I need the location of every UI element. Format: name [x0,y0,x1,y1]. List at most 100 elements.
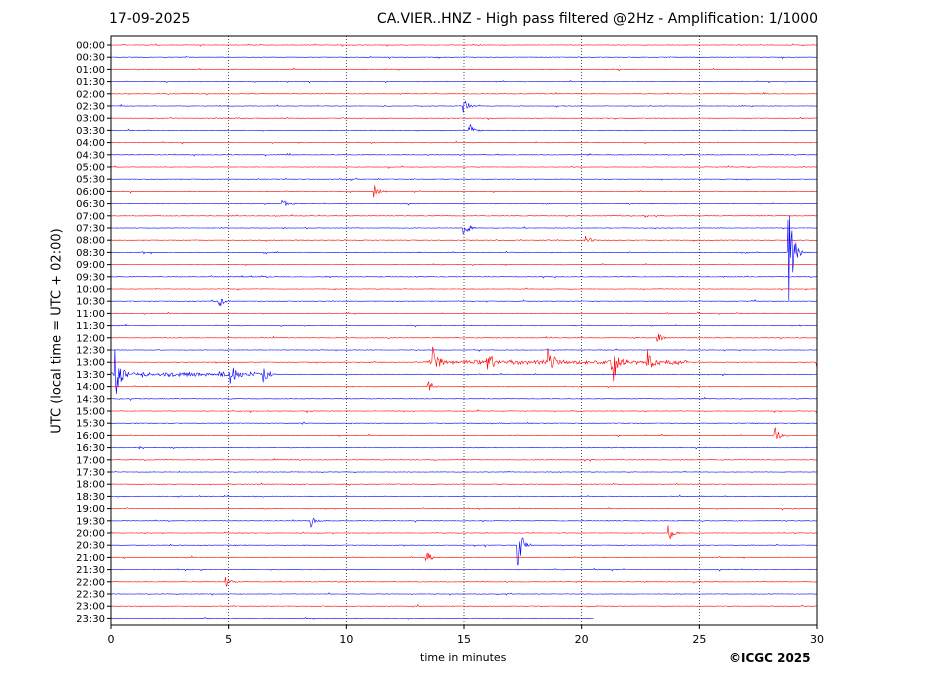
row-time-label: 02:30 [76,102,105,113]
seismic-trace [110,349,817,394]
row-time-label: 18:00 [76,480,105,491]
row-time-label: 12:00 [76,333,105,344]
seismic-trace [110,100,818,113]
seismic-trace [110,79,818,84]
seismic-trace [110,236,818,243]
row-time-label: 23:30 [76,614,105,625]
seismic-trace [110,224,818,235]
copyright-label: ©ICGC 2025 [729,651,811,665]
row-time-label: 20:00 [76,529,105,540]
seismic-trace [110,333,818,342]
seismic-trace [110,311,818,315]
row-time-label: 03:30 [76,126,105,137]
row-time-label: 06:00 [76,187,105,198]
row-time-label: 01:30 [76,77,105,88]
row-time-label: 10:00 [76,285,105,296]
row-time-label: 15:30 [76,419,105,430]
row-time-label: 14:00 [76,382,105,393]
row-time-label: 11:30 [76,321,105,332]
date-label: 17-09-2025 [109,11,191,27]
row-time-label: 21:00 [76,553,105,564]
row-time-label: 04:00 [76,138,105,149]
seismic-trace [110,215,818,301]
row-time-label: 18:30 [76,492,105,503]
row-time-label: 21:30 [76,565,105,576]
x-tick-label: 5 [225,633,232,646]
row-time-label: 15:00 [76,407,105,418]
seismic-trace [110,506,818,511]
seismic-trace [110,517,818,528]
seismic-trace [110,346,818,382]
row-time-label: 07:30 [76,224,105,235]
seismic-trace [110,287,818,291]
seismic-trace [110,458,817,462]
seismic-trace [111,263,818,267]
seismic-trace [110,275,818,279]
seismic-trace [110,177,818,181]
seismic-trace [110,43,818,47]
seismic-trace [110,123,818,132]
seismic-trace [110,298,818,307]
row-time-label: 17:30 [76,468,105,479]
seismic-trace [110,603,818,608]
row-time-label: 12:30 [76,346,105,357]
row-time-label: 22:30 [76,590,105,601]
seismic-trace [110,616,594,620]
row-time-label: 08:00 [76,236,105,247]
seismic-trace [110,427,818,439]
x-tick-label: 20 [575,633,589,646]
row-time-label: 02:00 [76,89,105,100]
x-axis-ticks: 0 5 10 15 20 25 30 [108,625,824,646]
seismic-trace [110,592,818,596]
row-time-label: 01:00 [76,65,105,76]
row-time-label: 22:00 [76,577,105,588]
row-time-label: 16:30 [76,443,105,454]
seismic-trace [111,567,818,572]
seismic-trace [110,92,818,96]
x-tick-label: 15 [457,633,471,646]
x-tick-label: 0 [108,633,115,646]
seismic-traces [110,43,818,620]
row-time-label: 08:30 [76,248,105,259]
seismic-trace [111,537,818,566]
row-time-label: 09:00 [76,260,105,271]
seismic-trace [110,55,817,60]
row-time-label: 11:00 [76,309,105,320]
seismic-trace [111,348,818,352]
row-time-label: 19:30 [76,516,105,527]
seismic-trace [110,381,818,391]
x-axis-label: time in minutes [420,651,507,664]
row-time-label: 00:30 [76,53,105,64]
seismic-trace [110,185,818,198]
seismic-trace [110,482,817,486]
seismic-trace [110,409,818,414]
x-tick-label: 30 [810,633,824,646]
row-time-label: 13:00 [76,358,105,369]
row-time-label: 00:00 [76,41,105,52]
grid-lines [228,36,700,625]
seismic-trace [110,199,818,206]
seismic-trace [110,525,818,540]
seismic-trace [110,396,818,401]
row-time-label: 20:30 [76,541,105,552]
row-time-label: 10:30 [76,297,105,308]
row-time-label: 17:00 [76,455,105,466]
row-time-label: 05:00 [76,163,105,174]
seismic-trace [110,140,818,145]
row-time-label: 19:00 [76,504,105,515]
seismic-trace [110,577,817,587]
seismic-trace [111,152,817,157]
x-tick-label: 25 [692,633,706,646]
row-time-label: 06:30 [76,199,105,210]
seismic-trace [111,116,817,121]
row-time-label: 13:30 [76,370,105,381]
seismic-trace [110,552,817,562]
chart-title: CA.VIER..HNZ - High pass filtered @2Hz -… [376,11,818,27]
row-time-label: 07:00 [76,211,105,222]
seismic-trace [111,445,818,450]
row-time-label: 03:00 [76,114,105,125]
x-tick-label: 10 [339,633,353,646]
y-axis-label: UTC (local time = UTC + 02:00) [49,228,65,434]
